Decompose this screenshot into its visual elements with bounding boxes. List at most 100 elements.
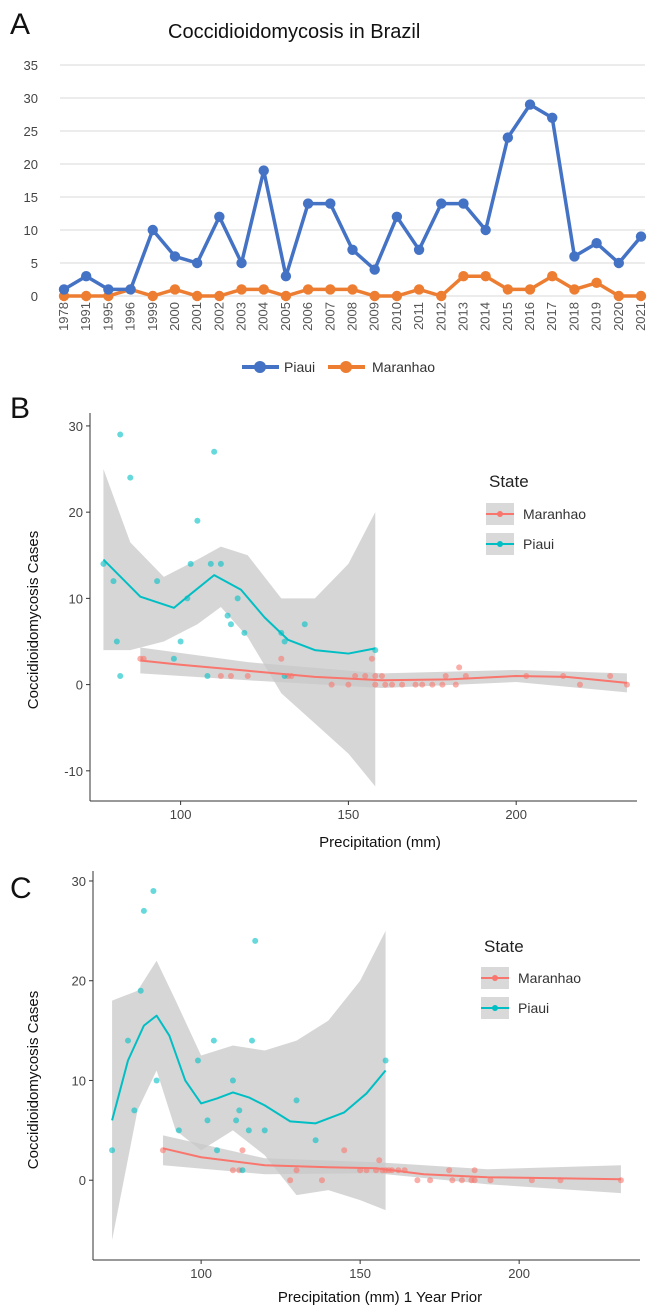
data-point-maranhao [382, 681, 389, 688]
data-point-maranhao [368, 655, 375, 662]
data-point-maranhao [280, 290, 292, 302]
x-tick-label: 1996 [123, 302, 138, 331]
data-point-maranhao [462, 672, 469, 679]
data-point-maranhao [302, 284, 314, 295]
data-point-maranhao [399, 681, 406, 688]
data-point-maranhao [258, 284, 269, 295]
y-tick-label: 10 [24, 223, 38, 238]
legend-maranhao-marker [340, 361, 352, 373]
data-point-piaui [204, 672, 211, 679]
data-point-piaui [124, 1037, 131, 1044]
trend-line-maranhao [140, 659, 628, 684]
y-tick-label: 20 [24, 157, 38, 172]
data-point-maranhao [413, 284, 425, 295]
x-tick-label: 200 [508, 1266, 530, 1281]
data-point-maranhao [458, 1177, 465, 1184]
data-point-piaui [210, 1037, 217, 1044]
x-tick-label: 150 [338, 807, 360, 822]
x-tick-label: 2010 [389, 302, 404, 331]
data-point-piaui [113, 638, 120, 645]
x-tick-label: 100 [170, 807, 192, 822]
x-tick-label: 2021 [633, 302, 648, 331]
x-tick-label: 2006 [300, 302, 315, 331]
y-tick-label: 20 [69, 505, 83, 520]
y-tick-label: 30 [72, 874, 86, 889]
x-tick-label: 2004 [256, 302, 271, 331]
y-tick-label: 0 [79, 1173, 86, 1188]
y-tick-label: 20 [72, 974, 86, 989]
trend-line-piaui [102, 558, 376, 655]
chart-c-legend-maranhao-label: Maranhao [518, 970, 581, 986]
data-point-piaui [227, 621, 234, 628]
data-point-piaui [217, 560, 224, 567]
data-point-piaui [214, 1147, 221, 1154]
x-tick-label: 2002 [211, 302, 226, 331]
data-point-maranhao [341, 1147, 348, 1154]
data-point-piaui [502, 132, 514, 143]
trend-line-piaui [111, 1014, 387, 1125]
chart-b-y-label: Coccidioidomycosis Cases [25, 531, 42, 709]
data-point-piaui [58, 284, 70, 295]
data-point-maranhao [591, 277, 602, 288]
data-point-piaui [369, 264, 380, 275]
x-tick-label: 2005 [278, 302, 293, 331]
data-point-piaui [150, 887, 157, 894]
chart-c-legend-title: State [484, 937, 524, 956]
data-point-maranhao [229, 1167, 236, 1174]
x-tick-label: 1991 [78, 302, 93, 331]
data-point-maranhao [372, 672, 379, 679]
data-point-piaui [177, 638, 184, 645]
data-point-piaui [280, 271, 292, 282]
x-tick-label: 2003 [234, 302, 249, 331]
x-tick-label: 2001 [189, 302, 204, 331]
x-tick-label: 2007 [322, 302, 337, 331]
data-point-piaui [258, 165, 269, 176]
panel-c-letter: C [10, 872, 32, 905]
y-tick-label: 0 [76, 678, 83, 693]
data-point-maranhao [471, 1177, 478, 1184]
data-point-piaui [154, 578, 161, 585]
data-point-piaui [547, 112, 558, 124]
data-point-maranhao [191, 290, 203, 302]
data-point-piaui [117, 431, 124, 438]
x-tick-label: 2018 [566, 302, 581, 331]
data-point-maranhao [347, 284, 358, 295]
legend-maranhao-label: Maranhao [372, 359, 435, 375]
data-point-maranhao [239, 1147, 246, 1154]
data-point-piaui [131, 1107, 138, 1114]
data-point-piaui [480, 224, 491, 236]
data-point-piaui [524, 99, 536, 110]
data-point-maranhao [569, 284, 580, 295]
y-tick-label: 10 [69, 591, 83, 606]
data-point-maranhao [378, 672, 385, 679]
x-tick-label: 2020 [611, 302, 626, 331]
chart-b-legend-maranhao-label: Maranhao [523, 506, 586, 522]
data-point-piaui [187, 560, 194, 567]
data-point-piaui [436, 198, 447, 209]
data-point-maranhao [345, 681, 352, 688]
data-point-piaui [110, 578, 117, 585]
data-point-maranhao [480, 271, 491, 282]
data-point-maranhao [325, 284, 336, 295]
x-tick-label: 200 [505, 807, 527, 822]
chart-c-legend-piaui-dot [492, 1005, 498, 1011]
data-point-maranhao [169, 284, 181, 295]
data-point-piaui [252, 937, 259, 944]
data-point-maranhao [372, 681, 379, 688]
x-tick-label: 100 [190, 1266, 212, 1281]
chart-b-legend-piaui-dot [497, 541, 503, 547]
chart-a-x-ticks: 1978 1991 1995 1996 1999 2000 2001 2002 2003 2004… [56, 302, 648, 331]
chart-a-title: Coccidioidomycosis in Brazil [168, 21, 420, 43]
x-tick-label: 150 [349, 1266, 371, 1281]
data-point-maranhao [352, 672, 359, 679]
data-point-maranhao [442, 672, 449, 679]
data-point-maranhao [244, 672, 251, 679]
x-tick-label: 2015 [500, 302, 515, 331]
data-point-maranhao [456, 664, 463, 671]
data-point-piaui [569, 251, 580, 262]
confidence-band-maranhao [140, 647, 627, 693]
data-point-maranhao [576, 681, 583, 688]
data-point-maranhao [607, 672, 614, 679]
data-point-maranhao [524, 284, 536, 295]
data-point-piaui [224, 612, 231, 619]
